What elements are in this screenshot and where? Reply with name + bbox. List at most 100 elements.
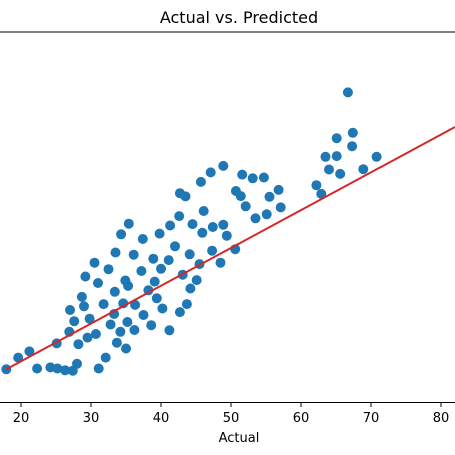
data-point (331, 133, 342, 144)
data-point (331, 151, 342, 162)
data-point (170, 241, 180, 252)
data-point (79, 301, 89, 312)
data-point (181, 299, 192, 310)
data-point (218, 160, 229, 171)
data-point (120, 275, 131, 286)
data-point (98, 299, 109, 310)
data-point (121, 343, 131, 354)
data-point (371, 151, 382, 162)
data-point (100, 352, 111, 363)
data-point (207, 222, 218, 232)
data-point (109, 286, 120, 297)
data-point (154, 228, 165, 239)
data-point (110, 247, 121, 258)
data-point (116, 229, 127, 240)
data-point (174, 211, 185, 222)
data-point (128, 249, 139, 260)
data-point (90, 329, 101, 339)
data-point (261, 209, 272, 220)
data-point (157, 303, 168, 314)
data-point (198, 206, 209, 216)
data-point (237, 169, 248, 180)
data-point (187, 219, 198, 230)
data-point (195, 176, 206, 187)
data-point (316, 188, 327, 199)
x-tick-label: 30 (83, 411, 100, 426)
x-tick-label: 70 (363, 411, 380, 426)
data-point (174, 188, 185, 199)
data-point (151, 293, 162, 304)
fit-line (5, 126, 455, 371)
fit-line-layer (5, 126, 455, 371)
data-point (184, 249, 195, 260)
data-point (52, 363, 63, 374)
x-axis-ticks: 20 30 40 50 60 70 80 (13, 402, 450, 426)
data-point (123, 218, 134, 229)
data-point (320, 151, 331, 162)
data-point (240, 201, 251, 212)
data-point (105, 319, 116, 330)
data-point (80, 271, 91, 282)
data-point (103, 264, 114, 275)
x-tick-label: 40 (153, 411, 170, 426)
data-point (358, 164, 369, 175)
data-point (273, 184, 284, 195)
x-tick-label: 80 (433, 411, 450, 426)
data-point (146, 320, 157, 331)
data-point (197, 227, 208, 238)
data-point (24, 346, 35, 357)
x-tick-label: 50 (223, 411, 240, 426)
data-point (72, 358, 82, 369)
x-tick-label: 20 (13, 411, 30, 426)
data-point (130, 299, 141, 310)
data-point (250, 213, 261, 224)
data-point (221, 230, 232, 241)
data-point (32, 363, 43, 374)
data-point (60, 365, 71, 376)
data-point (247, 173, 258, 184)
data-point (347, 127, 358, 138)
data-point (164, 325, 175, 336)
scatter-points (1, 87, 382, 376)
data-point (311, 180, 322, 191)
data-point (347, 141, 358, 152)
data-point (218, 219, 229, 230)
data-point (174, 307, 185, 318)
data-point (115, 326, 126, 337)
chart-title: Actual vs. Predicted (160, 8, 318, 27)
data-point (207, 245, 218, 256)
data-point (93, 278, 103, 288)
data-point (73, 339, 84, 350)
data-point (205, 167, 216, 178)
data-point (93, 363, 104, 374)
x-tick-label: 60 (293, 411, 310, 426)
data-point (324, 164, 334, 175)
data-point (165, 220, 176, 231)
x-axis-label: Actual (219, 431, 260, 446)
data-point (129, 325, 140, 335)
data-point (89, 257, 100, 268)
data-point (335, 168, 346, 179)
data-point (69, 316, 80, 327)
data-point (275, 202, 286, 213)
data-point (65, 305, 75, 315)
data-point (215, 257, 226, 268)
data-point (230, 186, 241, 196)
data-point (84, 313, 95, 324)
data-point (163, 255, 174, 266)
data-point (149, 276, 160, 287)
data-point (137, 234, 148, 244)
data-point (138, 310, 149, 320)
data-point (156, 263, 166, 274)
data-point (148, 253, 159, 264)
data-point (13, 352, 24, 363)
data-point (122, 317, 133, 327)
data-point (82, 332, 93, 343)
data-point (191, 275, 202, 286)
data-point (136, 266, 147, 276)
data-point (76, 291, 87, 302)
data-point (111, 337, 122, 348)
data-point (185, 283, 196, 294)
